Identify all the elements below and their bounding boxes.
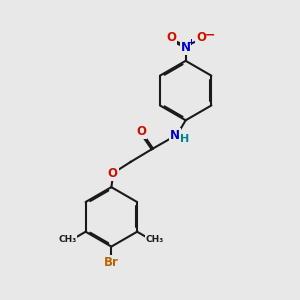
- Text: O: O: [136, 125, 146, 138]
- Text: O: O: [108, 167, 118, 180]
- Text: H: H: [180, 134, 190, 144]
- Text: CH₃: CH₃: [146, 236, 164, 244]
- Text: O: O: [167, 32, 176, 44]
- Text: N: N: [181, 41, 191, 54]
- Text: +: +: [187, 38, 194, 46]
- Text: −: −: [205, 28, 215, 41]
- Text: N: N: [170, 129, 180, 142]
- Text: CH₃: CH₃: [59, 236, 77, 244]
- Text: Br: Br: [104, 256, 119, 268]
- Text: O: O: [196, 32, 206, 44]
